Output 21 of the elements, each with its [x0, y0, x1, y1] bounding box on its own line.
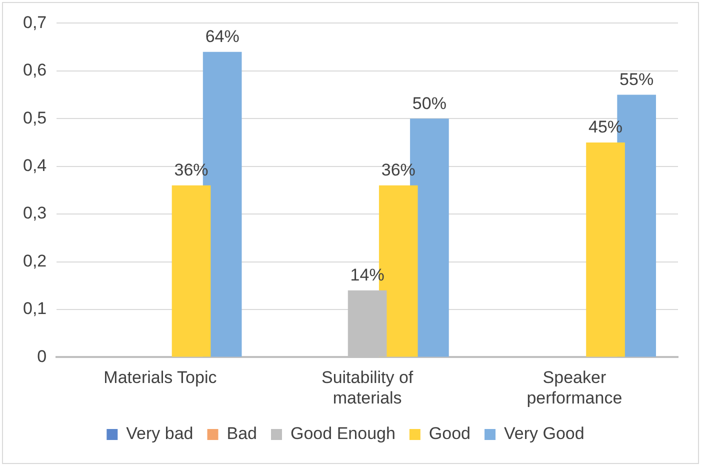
legend-label: Bad: [226, 424, 258, 444]
legend-label: Very bad: [126, 424, 194, 444]
y-tick-label: 0,3: [22, 204, 47, 223]
x-tick-label: Materials Topic: [104, 368, 218, 388]
legend-label: Good Enough: [290, 424, 396, 444]
x-tick-label: Speaker performance: [526, 368, 622, 408]
y-tick-label: 0,7: [22, 12, 47, 32]
legend-label: Very Good: [504, 424, 584, 444]
x-tick-label: Suitability of materials: [321, 368, 414, 408]
y-tick-label: 0,6: [22, 60, 47, 80]
legend-label: Good: [428, 424, 471, 444]
y-tick-label: 0: [37, 346, 47, 366]
y-tick-label: 0,5: [22, 108, 47, 128]
bar: [586, 142, 625, 357]
y-tick-label: 0,2: [22, 251, 47, 270]
y-tick-label: 0,1: [22, 299, 47, 318]
data-label: 50%: [412, 94, 446, 113]
bar: [172, 185, 211, 357]
data-label: 64%: [205, 27, 240, 46]
y-tick-label: 0,4: [22, 156, 47, 176]
data-label: 55%: [620, 70, 654, 89]
